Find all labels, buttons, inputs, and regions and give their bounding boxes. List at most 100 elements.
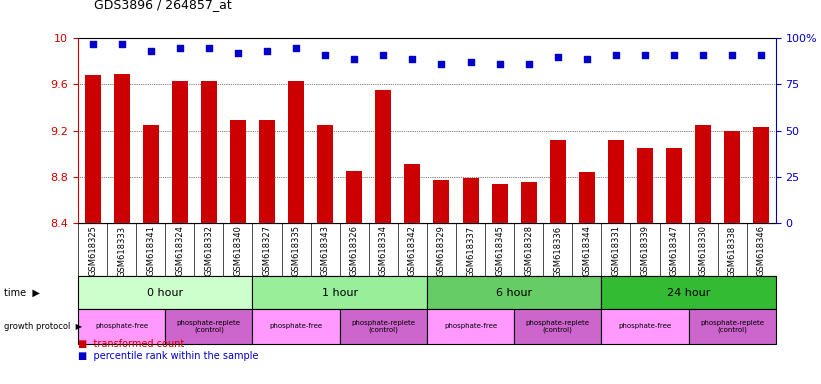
Text: GSM618326: GSM618326 [350,225,359,276]
Bar [601,309,689,344]
Point [493,61,507,67]
Point [173,45,186,51]
Bar [288,81,304,223]
Bar [666,148,682,223]
Point [667,52,681,58]
Text: GSM618338: GSM618338 [727,225,736,276]
Bar [340,309,427,344]
Text: GSM618334: GSM618334 [378,225,388,276]
Bar [78,309,165,344]
Text: phosphate-replete
(control): phosphate-replete (control) [525,319,589,333]
Text: GSM618333: GSM618333 [117,225,126,276]
Text: GSM618340: GSM618340 [233,225,242,276]
Bar [85,75,100,223]
Text: phosphate-replete
(control): phosphate-replete (control) [351,319,415,333]
Text: GSM618343: GSM618343 [321,225,330,276]
Bar [462,178,479,223]
Text: GSM618337: GSM618337 [466,225,475,276]
Bar [695,125,711,223]
Point [232,50,245,56]
Text: GSM618342: GSM618342 [408,225,417,276]
Text: GSM618332: GSM618332 [204,225,213,276]
Bar [143,125,158,223]
Text: GSM618324: GSM618324 [175,225,184,276]
Text: GSM618344: GSM618344 [582,225,591,276]
Point [754,52,768,58]
Bar [253,276,427,309]
Text: GSM618347: GSM618347 [670,225,679,276]
Text: GDS3896 / 264857_at: GDS3896 / 264857_at [94,0,232,12]
Text: ■  percentile rank within the sample: ■ percentile rank within the sample [78,351,259,361]
Point [406,56,419,62]
Point [260,48,273,55]
Bar [230,120,246,223]
Bar [405,164,420,223]
Bar [601,276,776,309]
Point [202,45,215,51]
Point [696,52,709,58]
Text: GSM618345: GSM618345 [495,225,504,276]
Point [639,52,652,58]
Text: 6 hour: 6 hour [496,288,532,298]
Point [144,48,158,55]
Point [377,52,390,58]
Point [551,54,564,60]
Text: 24 hour: 24 hour [667,288,710,298]
Point [726,52,739,58]
Text: 1 hour: 1 hour [322,288,358,298]
Text: phosphate-free: phosphate-free [95,323,148,329]
Point [290,45,303,51]
Text: GSM618330: GSM618330 [699,225,708,276]
Bar [259,120,275,223]
Text: GSM618325: GSM618325 [88,225,97,276]
Bar [492,184,507,223]
Bar [113,74,130,223]
Bar [427,276,601,309]
Bar [608,140,624,223]
Text: GSM618336: GSM618336 [553,225,562,276]
Bar [346,171,362,223]
Point [347,56,360,62]
Point [464,59,477,65]
Bar [317,125,333,223]
Text: GSM618341: GSM618341 [146,225,155,276]
Bar [165,309,253,344]
Bar [689,309,776,344]
Text: GSM618327: GSM618327 [263,225,272,276]
Bar [253,309,340,344]
Text: 0 hour: 0 hour [147,288,183,298]
Bar [427,309,514,344]
Text: phosphate-free: phosphate-free [444,323,497,329]
Bar [433,180,449,223]
Bar [579,172,595,223]
Bar [521,182,537,223]
Text: time  ▶: time ▶ [4,288,40,298]
Point [609,52,622,58]
Point [86,41,99,47]
Text: growth protocol  ▶: growth protocol ▶ [4,322,82,331]
Text: phosphate-free: phosphate-free [618,323,672,329]
Bar [514,309,601,344]
Text: GSM618329: GSM618329 [437,225,446,276]
Bar [754,127,769,223]
Text: phosphate-replete
(control): phosphate-replete (control) [177,319,241,333]
Bar [201,81,217,223]
Text: phosphate-free: phosphate-free [269,323,323,329]
Point [435,61,448,67]
Bar [172,81,188,223]
Text: GSM618346: GSM618346 [757,225,766,276]
Text: GSM618335: GSM618335 [291,225,300,276]
Bar [78,276,253,309]
Bar [724,131,741,223]
Bar [550,140,566,223]
Point [580,56,594,62]
Bar [637,148,653,223]
Text: GSM618331: GSM618331 [612,225,621,276]
Text: phosphate-replete
(control): phosphate-replete (control) [700,319,764,333]
Point [115,41,128,47]
Text: GSM618339: GSM618339 [640,225,649,276]
Bar [375,90,392,223]
Text: ■  transformed count: ■ transformed count [78,339,184,349]
Point [522,61,535,67]
Text: GSM618328: GSM618328 [524,225,533,276]
